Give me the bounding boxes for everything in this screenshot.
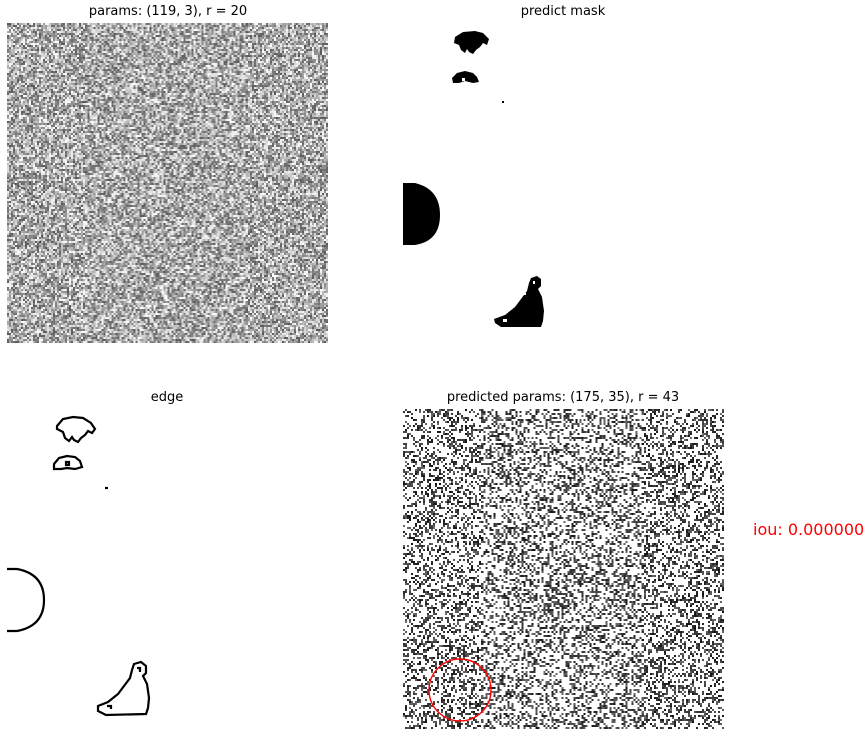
predict-mask-image bbox=[403, 23, 724, 343]
noise-canvas-bw bbox=[403, 409, 724, 729]
iou-label: iou: 0.000000 bbox=[753, 520, 865, 539]
faint-circle-overlay bbox=[7, 180, 45, 267]
edge-outlines bbox=[7, 415, 151, 717]
predicted-circle bbox=[428, 658, 492, 722]
edge-title: edge bbox=[150, 390, 184, 405]
predict-mask-title: predict mask bbox=[520, 4, 606, 19]
predicted-noise-image bbox=[403, 409, 724, 729]
mask-shapes bbox=[403, 31, 544, 327]
edge-image bbox=[7, 410, 328, 730]
noise-canvas-grey bbox=[7, 23, 328, 343]
predicted-circle-overlay bbox=[428, 658, 492, 722]
params-title: params: (119, 3), r = 20 bbox=[88, 4, 248, 19]
input-noise-image bbox=[7, 23, 328, 343]
predicted-params-title: predicted params: (175, 35), r = 43 bbox=[446, 390, 680, 405]
